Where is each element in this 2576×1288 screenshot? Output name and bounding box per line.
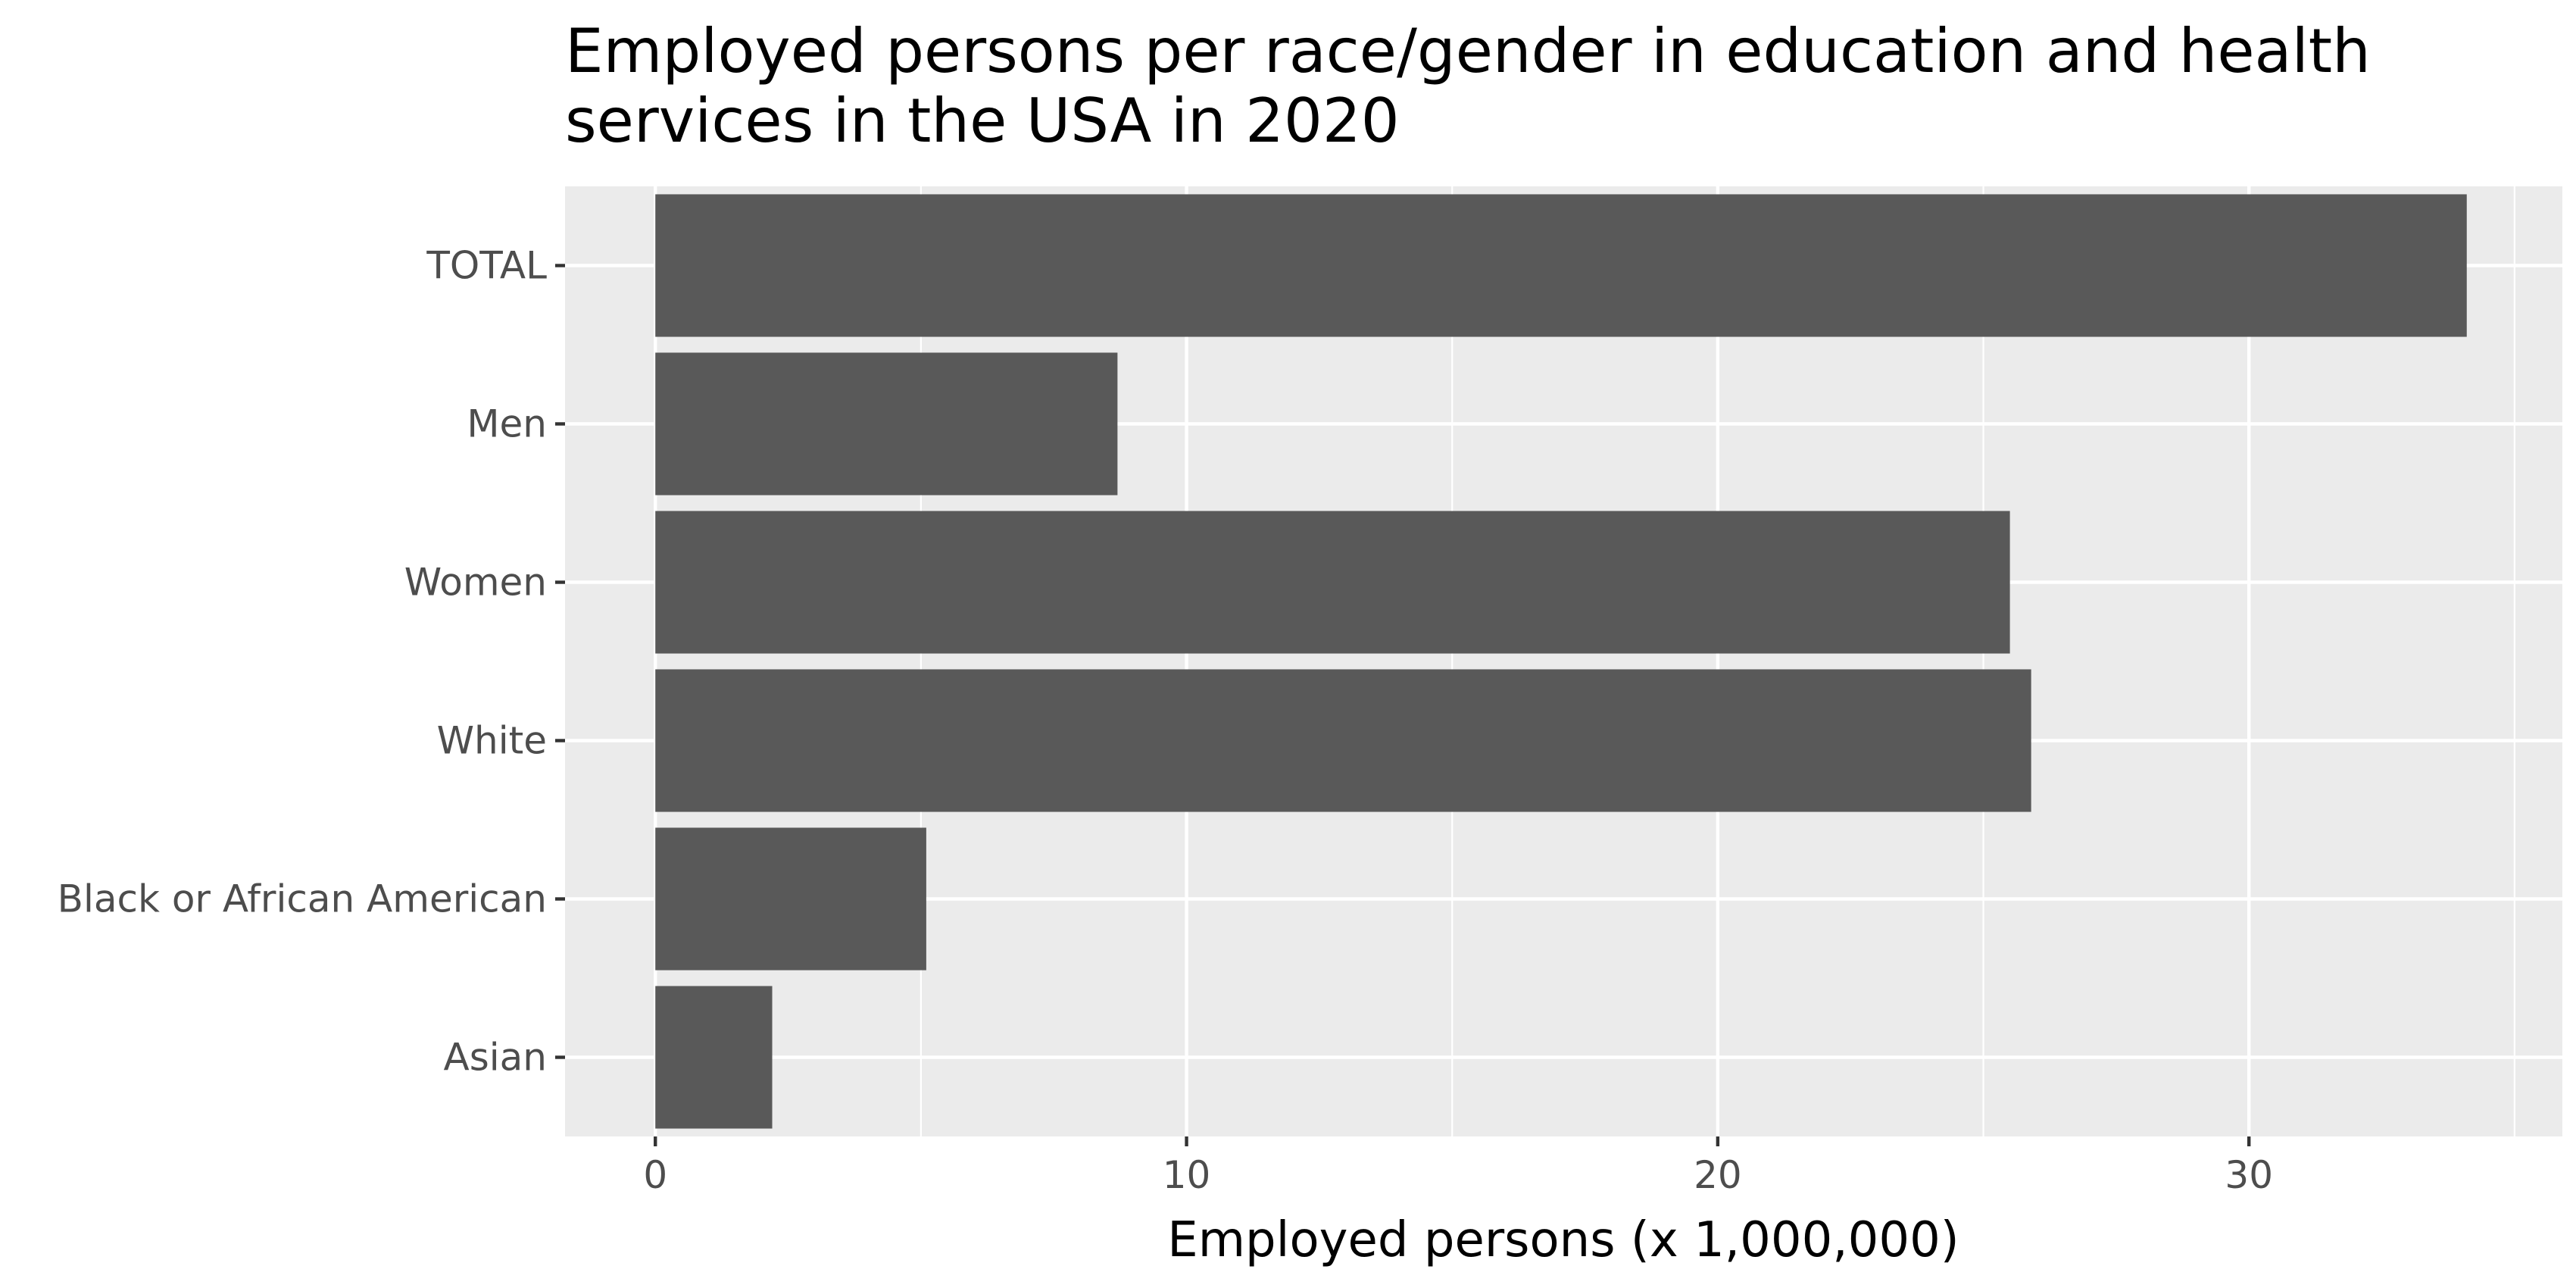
bars	[655, 194, 2467, 1129]
y-tick-label-women: Women	[404, 561, 547, 605]
plot-panel	[565, 186, 2562, 1136]
x-axis: 0 10 20 30	[643, 1136, 2273, 1197]
x-axis-title: Employed persons (x 1,000,000)	[1167, 1212, 1959, 1268]
y-tick-label-white: White	[437, 719, 547, 763]
y-axis: TOTAL Men Women White Black or African Ameri…	[58, 244, 565, 1080]
minor-gridlines	[920, 186, 2515, 1136]
x-tick-label: 30	[2225, 1153, 2273, 1197]
bar-total	[655, 194, 2467, 337]
y-tick-label-men: Men	[467, 402, 547, 446]
y-tick-label-black-or-african-american: Black or African American	[58, 877, 547, 921]
bar-black-or-african-american	[655, 827, 926, 971]
x-tick-label: 20	[1694, 1153, 1742, 1197]
bar-men	[655, 352, 1118, 496]
bar-white	[655, 669, 2031, 812]
bar-women	[655, 511, 2010, 654]
chart-title: Employed persons per race/gender in educ…	[565, 16, 2371, 156]
y-tick-label-total: TOTAL	[426, 244, 547, 288]
x-tick-label: 10	[1163, 1153, 1211, 1197]
y-tick-label-asian: Asian	[444, 1036, 547, 1080]
bar-asian	[655, 986, 773, 1129]
x-tick-label: 0	[643, 1153, 667, 1197]
